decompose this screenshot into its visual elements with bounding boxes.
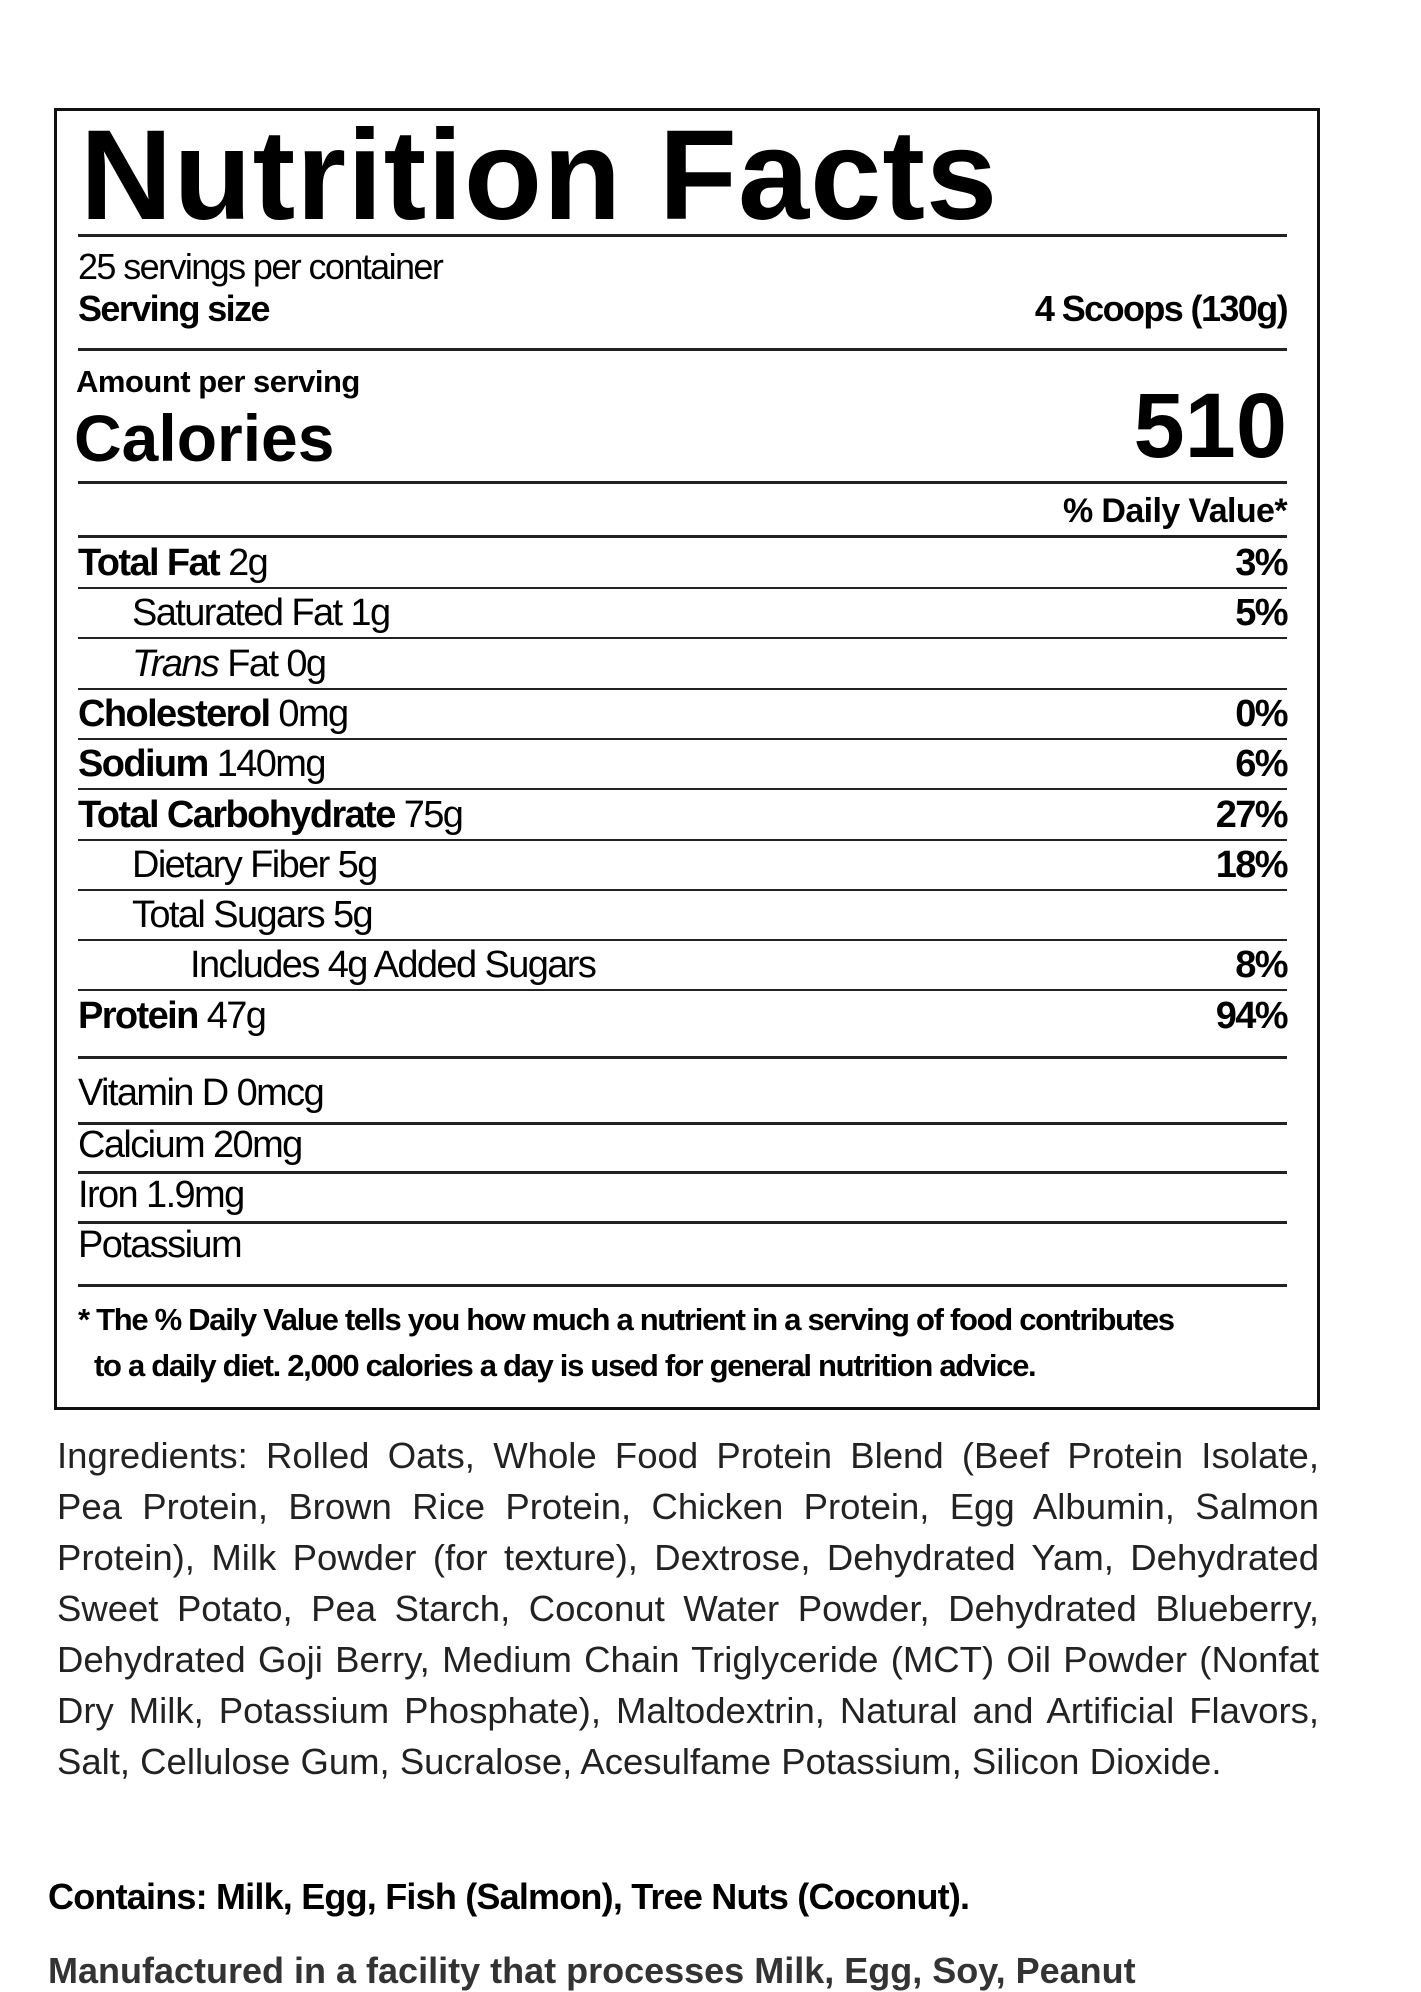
divider — [78, 1122, 1287, 1125]
daily-value-header: % Daily Value* — [1062, 492, 1288, 530]
nutrient-row: Trans Fat 0g — [78, 639, 1287, 689]
nutrient-name: Total Fat — [78, 542, 221, 584]
divider — [78, 1171, 1287, 1174]
nutrient-amount: 2g — [228, 542, 269, 584]
nutrient-daily-value: 6% — [1235, 743, 1288, 786]
nutrient-label: Sodium 140mg — [78, 739, 327, 789]
nutrient-row: Saturated Fat 1g 5% — [78, 588, 1289, 638]
nutrient-amount: 0g — [286, 642, 327, 685]
nutrient-label: Includes 4g Added Sugars — [190, 940, 597, 990]
divider — [78, 888, 1287, 891]
footnote-line-1: * The % Daily Value tells you how much a… — [78, 1302, 1175, 1337]
nutrient-label: Total Sugars 5g — [132, 890, 374, 940]
nutrient-name: Includes 4g Added Sugars — [190, 944, 597, 987]
vitamin-row: Iron 1.9mg — [78, 1174, 245, 1216]
calories-value: 510 — [1133, 375, 1288, 477]
nutrient-daily-value: 0% — [1235, 692, 1288, 735]
nutrient-label: Cholesterol 0mg — [78, 689, 349, 739]
nutrient-amount: 47g — [206, 994, 267, 1037]
nutrient-daily-value: 5% — [1235, 592, 1288, 635]
nutrient-row: Sodium 140mg 6% — [78, 739, 1289, 789]
divider — [78, 788, 1287, 791]
nutrition-facts-panel — [54, 108, 1320, 1410]
divider — [78, 838, 1287, 841]
divider — [78, 687, 1287, 690]
nutrient-row: Cholesterol 0mg 0% — [78, 689, 1289, 739]
nutrient-row: Includes 4g Added Sugars 8% — [78, 940, 1289, 990]
nutrient-row: Total Fat 2g 3% — [78, 538, 1289, 588]
divider — [78, 587, 1287, 589]
amount-per-serving: Amount per serving — [76, 364, 360, 399]
nutrient-daily-value: 8% — [1235, 944, 1288, 987]
nutrient-row: Protein 47g 94% — [78, 991, 1289, 1041]
divider — [78, 1284, 1287, 1287]
serving-size-label: Serving size — [78, 288, 271, 329]
nutrient-label: Total Carbohydrate 75g — [78, 790, 464, 840]
nutrient-amount: 140mg — [216, 743, 327, 786]
nutrient-amount: 75g — [403, 793, 464, 836]
divider — [78, 348, 1287, 351]
nutrient-amount: 0mg — [278, 692, 349, 735]
divider — [78, 637, 1287, 640]
calories-label: Calories — [74, 401, 335, 475]
nutrient-name: Total Carbohydrate — [78, 793, 396, 836]
vitamin-row: Potassium — [78, 1224, 243, 1266]
nutrient-name: Total Sugars — [132, 894, 326, 937]
divider — [78, 737, 1287, 740]
divider — [78, 481, 1287, 484]
vitamin-row: Vitamin D 0mcg — [78, 1072, 325, 1114]
divider — [78, 535, 1287, 538]
nutrient-row: Total Carbohydrate 75g 27% — [78, 790, 1289, 840]
nutrient-row: Total Sugars 5g — [78, 890, 1287, 940]
nutrient-name: Sodium — [78, 743, 209, 786]
divider — [78, 1221, 1287, 1224]
footnote-line-2: to a daily diet. 2,000 calories a day is… — [94, 1348, 1037, 1383]
serving-size-value: 4 Scoops (130g) — [1034, 288, 1289, 329]
ingredients-text: Ingredients: Rolled Oats, Whole Food Pro… — [57, 1435, 1319, 1782]
manufacturing-note: Manufactured in a facility that processe… — [48, 1950, 1136, 1991]
nutrient-daily-value: 94% — [1215, 994, 1289, 1037]
divider — [78, 234, 1287, 237]
nutrient-label: Protein 47g — [78, 991, 267, 1041]
nutrient-name-suffix: Fat — [227, 642, 279, 685]
nutrient-name: Saturated Fat — [132, 592, 343, 635]
nutrient-name: Protein — [78, 994, 199, 1037]
nutrient-daily-value: 3% — [1235, 542, 1288, 584]
divider — [78, 989, 1287, 992]
divider — [78, 1056, 1287, 1059]
allergen-contains: Contains: Milk, Egg, Fish (Salmon), Tree… — [48, 1876, 970, 1917]
nutrient-daily-value: 27% — [1215, 793, 1289, 836]
nutrient-label: Trans Fat 0g — [132, 639, 327, 689]
nutrient-label: Saturated Fat 1g — [132, 588, 391, 638]
nutrient-label: Dietary Fiber 5g — [132, 840, 379, 890]
nutrient-name: Dietary Fiber — [132, 843, 330, 886]
divider — [78, 939, 1287, 942]
panel-title: Nutrition Facts — [80, 104, 999, 247]
nutrient-label: Total Fat 2g — [78, 538, 269, 588]
nutrient-daily-value: 18% — [1215, 843, 1289, 886]
nutrient-amount: 1g — [350, 592, 391, 635]
nutrient-amount: 5g — [333, 894, 374, 937]
nutrient-name: Cholesterol — [78, 692, 271, 735]
vitamin-row: Calcium 20mg — [78, 1124, 303, 1166]
nutrient-name: Trans — [132, 642, 220, 685]
servings-per-container: 25 servings per container — [78, 246, 444, 287]
nutrient-row: Dietary Fiber 5g 18% — [78, 840, 1289, 890]
nutrient-amount: 5g — [337, 843, 379, 886]
